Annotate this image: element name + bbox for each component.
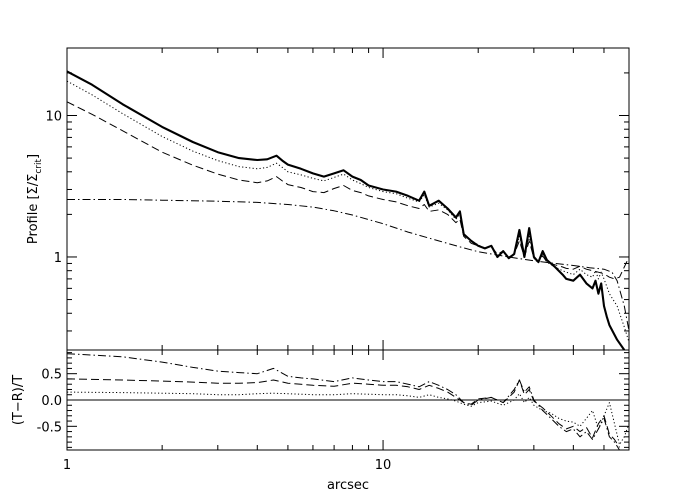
bottom-panel-ticks: 0.5 0.0 -0.5 1 10 [37,350,630,473]
bottom-panel-series [67,353,629,450]
bottom-y-tick-label: -0.5 [37,420,62,435]
x-tick-label: 1 [63,458,71,473]
top-y-tick-label: 10 [45,109,62,124]
top-y-tick-label: 1 [54,251,62,266]
top-series-solid-thick [67,70,626,350]
top-y-axis-title-tail: ] [26,154,41,159]
bottom-series-dash-dot [67,353,620,450]
top-y-axis-title: Profile [Σ/Σcrit] [26,154,44,244]
bottom-y-axis-title: (T−R)/T [11,375,26,425]
bottom-y-tick-label: 0.0 [41,394,62,409]
top-y-axis-title-subscript: crit [34,159,44,174]
bottom-series-dotted [67,391,629,446]
top-panel-series [67,70,629,350]
top-panel-ticks: 1 10 [45,47,630,350]
top-series-dashed [67,101,629,280]
top-series-dash-dot [67,199,629,331]
top-panel: 1 10 Profile [Σ/Σcrit] [26,47,630,351]
x-axis-title: arcsec [327,478,369,493]
top-y-axis-title-main: Profile [Σ/Σ [26,174,41,244]
x-tick-label: 10 [375,458,392,473]
bottom-y-tick-label: 0.5 [41,368,62,383]
bottom-panel: 0.5 0.0 -0.5 1 10 (T−R)/T arcsec [11,349,630,493]
top-panel-frame [66,47,630,351]
bottom-series-dashed [67,378,620,448]
